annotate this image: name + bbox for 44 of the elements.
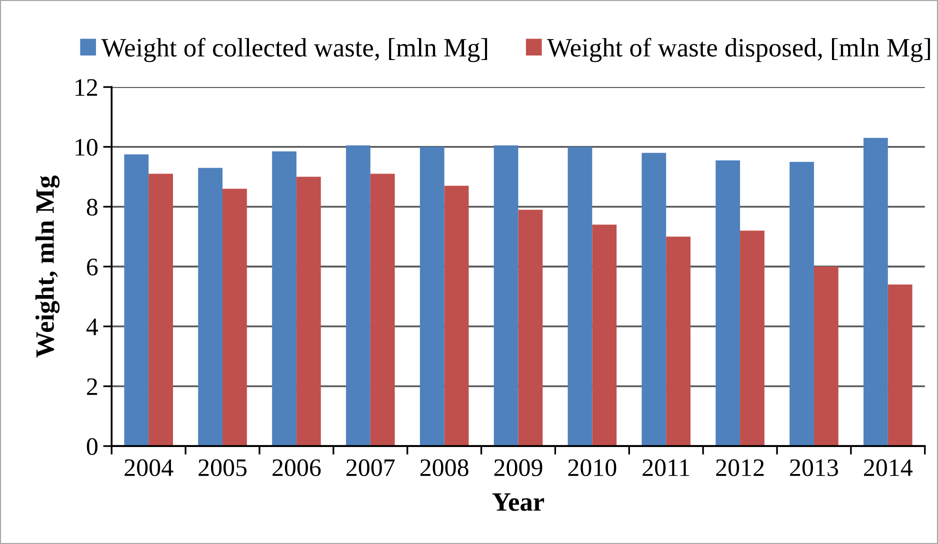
y-tick-label: 4	[86, 318, 98, 336]
bar	[420, 146, 444, 446]
x-tick-label: 2005	[198, 459, 247, 476]
bar	[888, 284, 912, 446]
x-tick-label: 2013	[790, 459, 838, 476]
bar	[568, 146, 592, 446]
x-tick-label: 2010	[568, 459, 616, 476]
x-tick-label: 2006	[272, 459, 321, 476]
x-tick-label: 2007	[346, 459, 395, 476]
x-tick-label: 2012	[716, 459, 764, 476]
bar	[148, 174, 173, 446]
bar	[272, 151, 296, 446]
bar	[666, 236, 691, 446]
legend-label: Weight of collected waste, [mln Mg]	[101, 38, 488, 62]
y-tick-label: 10	[76, 138, 98, 156]
y-tick-label: 8	[86, 198, 98, 216]
bar	[444, 186, 469, 446]
x-tick-label: 2008	[420, 459, 468, 476]
bar	[370, 174, 395, 446]
bar	[346, 145, 370, 446]
bar	[494, 145, 518, 446]
legend-label: Weight of waste disposed, [mln Mg]	[547, 38, 930, 62]
bar	[790, 162, 814, 446]
bar	[222, 188, 247, 446]
bar	[592, 224, 617, 446]
x-tick-label: 2011	[642, 459, 690, 476]
y-tick-label: 6	[87, 258, 98, 276]
y-tick-label: 0	[86, 438, 98, 455]
x-axis-title: Year	[492, 493, 544, 511]
y-tick-label: 2	[87, 378, 98, 395]
bar	[124, 154, 149, 446]
y-tick-label: 12	[76, 79, 98, 96]
bar	[814, 266, 838, 446]
bar	[296, 176, 321, 446]
x-tick-label: 2009	[494, 459, 542, 476]
bar	[642, 152, 666, 446]
x-tick-label: 2014	[864, 459, 913, 476]
y-axis-title: Weight, mln Mg	[35, 176, 60, 358]
bar	[740, 230, 764, 446]
bar	[518, 210, 543, 446]
x-tick-label: 2004	[124, 459, 174, 476]
bar	[198, 168, 223, 446]
bar	[716, 160, 740, 446]
bar	[864, 138, 888, 446]
